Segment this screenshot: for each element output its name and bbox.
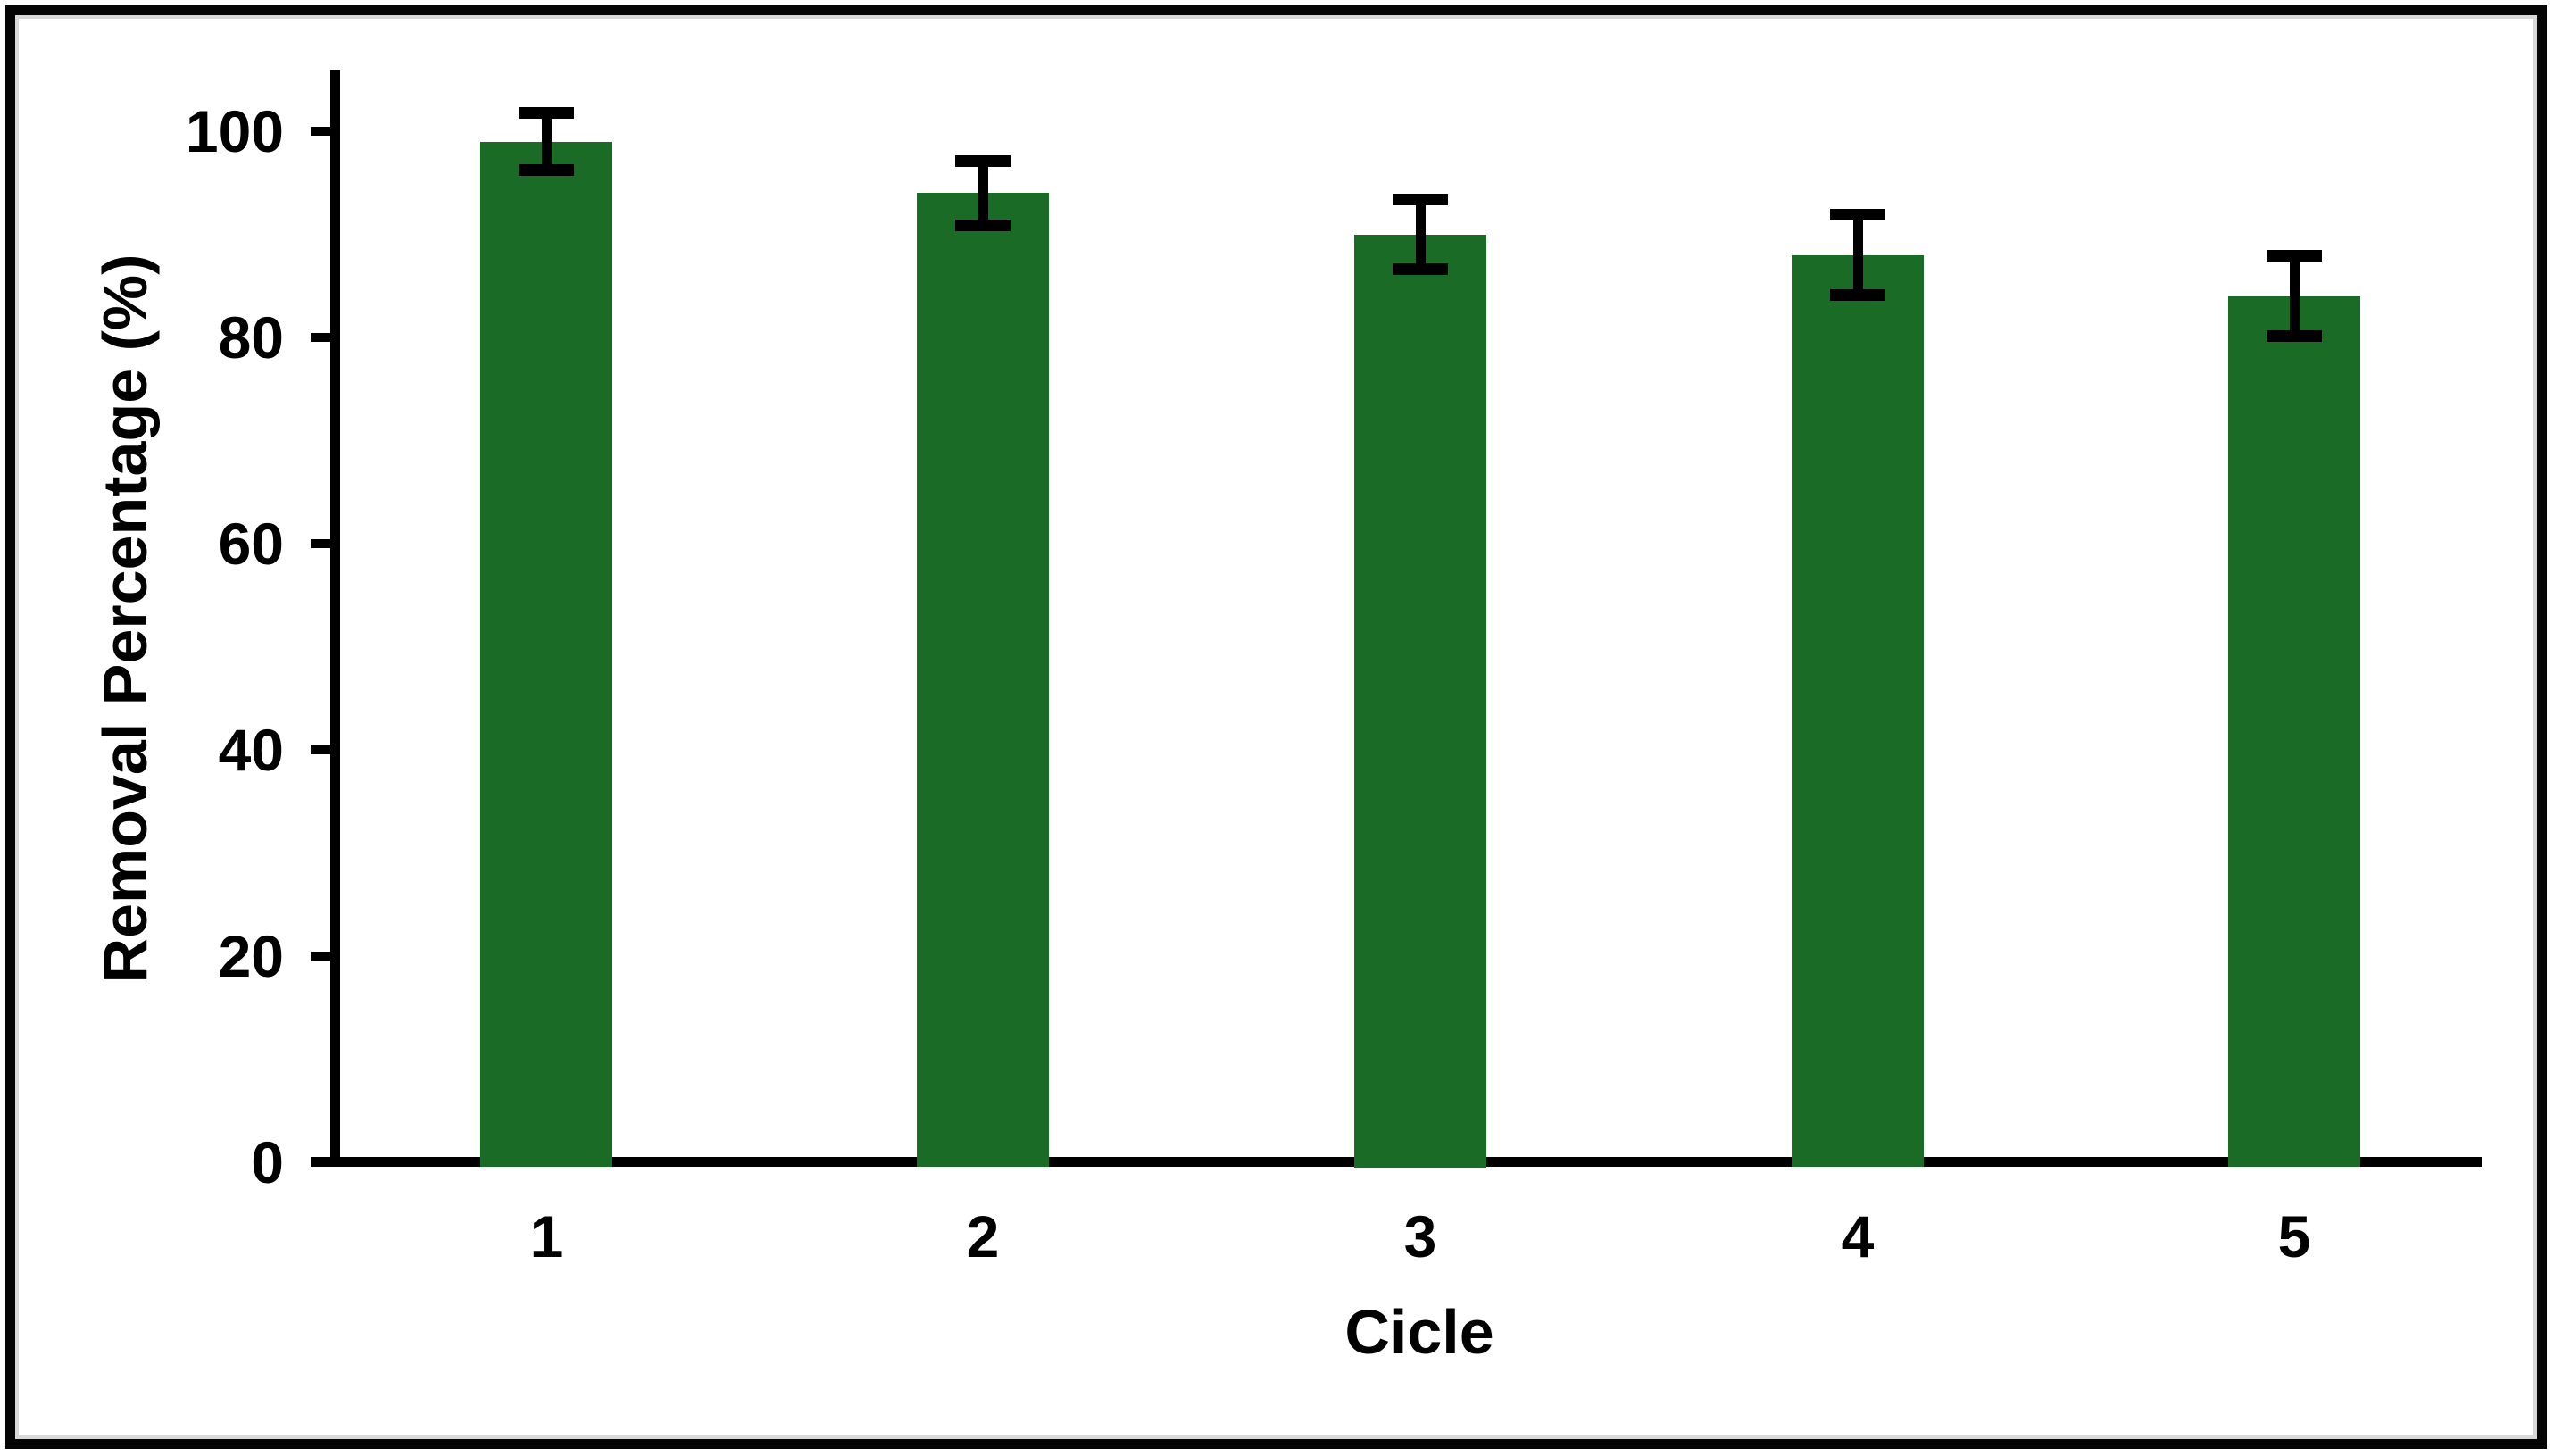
- bar: [1792, 255, 1924, 1167]
- error-bar-line: [1416, 199, 1426, 270]
- x-tick-label: 5: [2277, 1203, 2311, 1269]
- error-bar-cap-bottom: [955, 220, 1011, 231]
- bar: [917, 193, 1049, 1167]
- x-axis-title: Cicle: [1344, 1297, 1494, 1367]
- figure-border: [5, 5, 2547, 1449]
- y-axis-line: [330, 70, 340, 1167]
- bar: [480, 142, 612, 1167]
- error-bar-line: [542, 112, 552, 171]
- x-tick-label: 4: [1841, 1203, 1875, 1269]
- y-tick-mark: [311, 333, 330, 342]
- error-bar-cap-top: [519, 107, 574, 119]
- y-tick-mark: [311, 745, 330, 754]
- y-tick-label: 100: [185, 98, 284, 164]
- error-bar-line: [2290, 256, 2300, 337]
- error-bar-cap-bottom: [2267, 330, 2322, 342]
- error-bar-cap-top: [955, 155, 1011, 167]
- y-tick-mark: [311, 952, 330, 961]
- error-bar-line: [978, 161, 988, 225]
- error-bar-line: [1853, 215, 1863, 295]
- y-tick-mark: [311, 1158, 330, 1167]
- y-tick-mark: [311, 539, 330, 548]
- x-tick-label: 1: [529, 1203, 563, 1269]
- error-bar-cap-bottom: [1393, 263, 1448, 275]
- error-bar-cap-bottom: [1830, 289, 1885, 301]
- bar: [1354, 235, 1486, 1168]
- error-bar-cap-top: [2267, 250, 2322, 262]
- error-bar-cap-top: [1830, 209, 1885, 220]
- y-tick-label: 80: [218, 304, 284, 370]
- y-tick-label: 0: [251, 1129, 284, 1195]
- y-tick-label: 40: [218, 717, 284, 783]
- error-bar-cap-top: [1393, 194, 1448, 205]
- y-tick-mark: [311, 127, 330, 136]
- x-tick-label: 3: [1403, 1203, 1437, 1269]
- y-tick-label: 20: [218, 923, 284, 989]
- bar: [2228, 296, 2360, 1167]
- error-bar-cap-bottom: [519, 164, 574, 176]
- y-axis-title: Removal Percentage (%): [90, 254, 160, 984]
- x-tick-label: 2: [966, 1203, 1000, 1269]
- y-tick-label: 60: [218, 511, 284, 577]
